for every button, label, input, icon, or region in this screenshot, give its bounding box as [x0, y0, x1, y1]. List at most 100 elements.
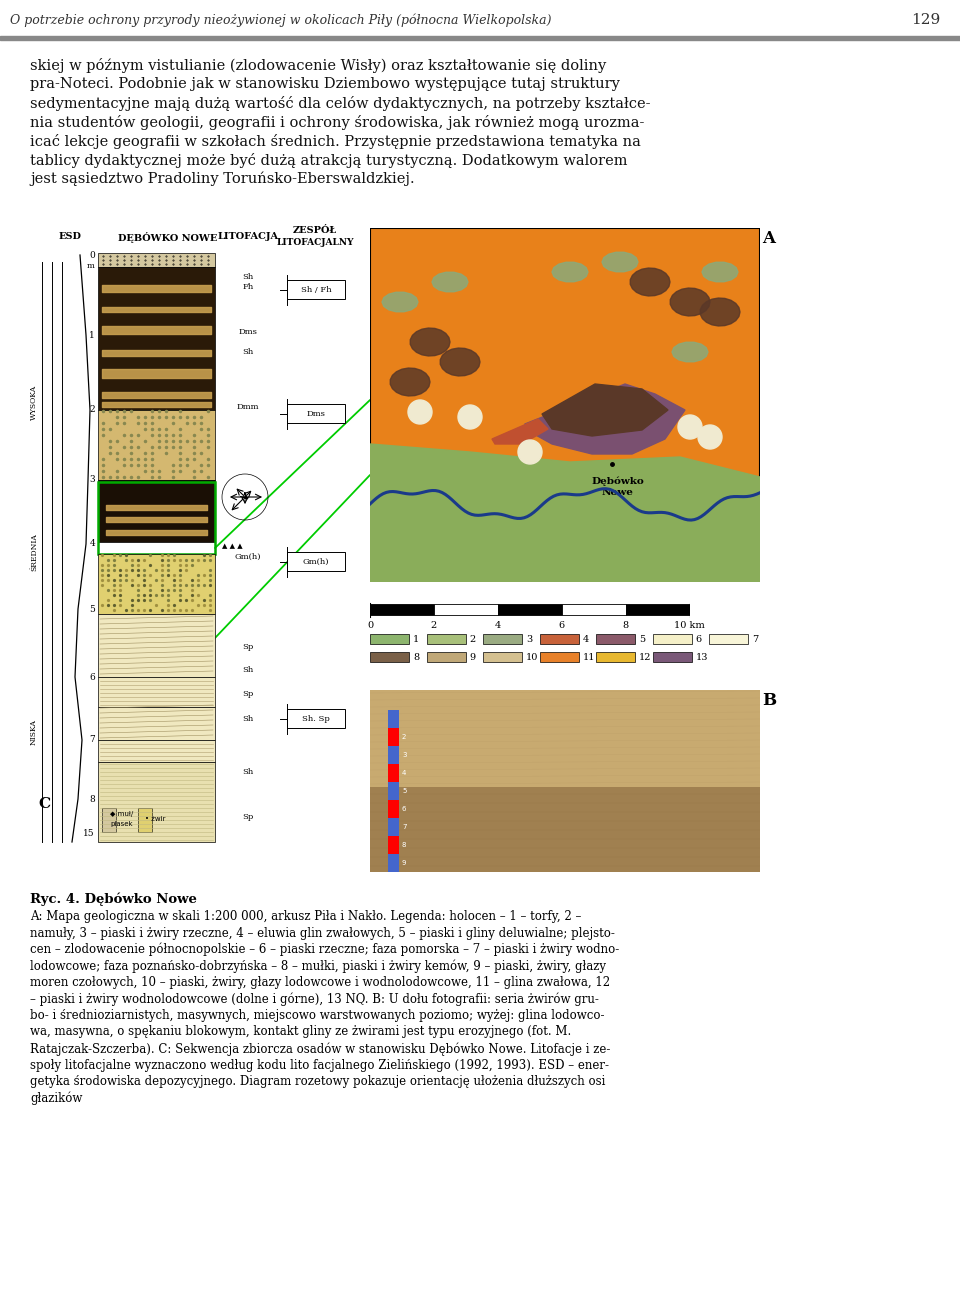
Text: O potrzebie ochrony przyrody nieożywionej w okolicach Piły (północna Wielkopolsk: O potrzebie ochrony przyrody nieożywione…: [10, 13, 551, 26]
Text: nia studentów geologii, geografii i ochrony środowiska, jak również mogą urozma-: nia studentów geologii, geografii i ochr…: [30, 116, 644, 130]
Text: 8: 8: [623, 622, 629, 631]
Text: m: m: [87, 261, 95, 269]
Bar: [388, 746, 399, 763]
Text: 15: 15: [84, 829, 95, 838]
Text: Ryc. 4. Dębówko Nowe: Ryc. 4. Dębówko Nowe: [30, 894, 197, 907]
Bar: [709, 633, 748, 644]
Text: cen – zlodowacenie północnopolskie – 6 – piaski rzeczne; faza pomorska – 7 – pia: cen – zlodowacenie północnopolskie – 6 –…: [30, 943, 619, 957]
Text: Sh: Sh: [242, 348, 253, 356]
Text: A: A: [762, 230, 775, 247]
Text: 1: 1: [413, 635, 420, 644]
Text: Sh
Fh: Sh Fh: [242, 273, 253, 290]
Text: ŚREDNIA: ŚREDNIA: [30, 533, 38, 572]
Bar: [138, 808, 152, 832]
Text: LITOFACJALNY: LITOFACJALNY: [276, 238, 353, 247]
Text: Sh: Sh: [242, 715, 253, 723]
Polygon shape: [492, 419, 548, 444]
Text: Sh / Fh: Sh / Fh: [300, 286, 331, 294]
Text: skiej w późnym vistulianie (zlodowacenie Wisły) oraz kształtowanie się doliny: skiej w późnym vistulianie (zlodowacenie…: [30, 58, 607, 74]
Text: 4: 4: [583, 635, 588, 644]
Bar: [434, 603, 498, 615]
Text: NISKA: NISKA: [30, 719, 38, 745]
Text: 4: 4: [402, 770, 406, 777]
Bar: [98, 555, 215, 614]
Bar: [653, 633, 692, 644]
Bar: [388, 763, 399, 782]
Text: Sp: Sp: [242, 690, 253, 698]
Bar: [596, 652, 636, 662]
Text: ▲ ▲ ▲: ▲ ▲ ▲: [222, 543, 243, 549]
Bar: [388, 800, 399, 819]
Polygon shape: [441, 348, 480, 376]
Text: A: Mapa geologiczna w skali 1:200 000, arkusz Piła i Nakło. Legenda: holocen – 1: A: Mapa geologiczna w skali 1:200 000, a…: [30, 911, 582, 922]
Text: 4: 4: [89, 540, 95, 548]
Text: 6: 6: [559, 622, 564, 631]
Bar: [426, 652, 466, 662]
Text: Ratajczak-Szczerba). C: Sekwencja zbiorcza osadów w stanowisku Dębówko Nowe. Lit: Ratajczak-Szczerba). C: Sekwencja zbiorc…: [30, 1042, 611, 1055]
Polygon shape: [525, 384, 685, 455]
Text: jest sąsiedztwo Pradoliny Toruńsko-Eberswaldzkiej.: jest sąsiedztwo Pradoliny Toruńsko-Ebers…: [30, 172, 415, 187]
Circle shape: [698, 424, 722, 449]
Bar: [98, 614, 215, 677]
Bar: [596, 633, 636, 644]
Text: 8: 8: [413, 653, 419, 661]
Polygon shape: [672, 342, 708, 361]
Polygon shape: [382, 292, 418, 311]
Text: Gm(h): Gm(h): [302, 558, 329, 566]
Text: DĘBÓWKO NOWE: DĘBÓWKO NOWE: [118, 233, 218, 243]
Text: Sh. Sp: Sh. Sp: [302, 715, 330, 723]
Text: Dms: Dms: [306, 410, 325, 418]
Bar: [98, 677, 215, 707]
Polygon shape: [552, 263, 588, 281]
Bar: [98, 410, 215, 480]
Polygon shape: [391, 368, 430, 396]
Bar: [388, 782, 399, 800]
Text: C: C: [38, 798, 50, 811]
Polygon shape: [432, 272, 468, 292]
Text: LITOFACJA: LITOFACJA: [217, 233, 278, 240]
Bar: [98, 480, 215, 541]
Text: bo- i średnioziarnistych, masywnych, miejscowo warstwowanych poziomo; wyżej: gli: bo- i średnioziarnistych, masywnych, mie…: [30, 1009, 605, 1022]
Bar: [98, 482, 215, 555]
Text: 6: 6: [89, 673, 95, 682]
FancyBboxPatch shape: [287, 710, 345, 728]
Polygon shape: [542, 384, 668, 436]
Bar: [98, 740, 215, 762]
Text: 129: 129: [911, 13, 940, 28]
Bar: [102, 808, 116, 832]
Polygon shape: [410, 328, 450, 356]
Polygon shape: [631, 268, 670, 296]
Text: 7: 7: [402, 824, 406, 830]
Text: ESD: ESD: [59, 233, 82, 240]
Bar: [540, 652, 579, 662]
Text: 2: 2: [431, 622, 437, 631]
Bar: [388, 854, 399, 872]
Text: 6: 6: [402, 805, 406, 812]
Text: 3: 3: [89, 476, 95, 485]
Text: sedymentacyjne mają dużą wartość dla celów dydaktycznych, na potrzeby kształce-: sedymentacyjne mają dużą wartość dla cel…: [30, 96, 651, 110]
Bar: [562, 603, 626, 615]
Circle shape: [518, 440, 542, 464]
Circle shape: [458, 405, 482, 428]
Circle shape: [678, 415, 702, 439]
Text: 0: 0: [367, 622, 373, 631]
Text: 9: 9: [469, 653, 475, 661]
Text: Sp: Sp: [242, 643, 253, 650]
Text: 6: 6: [696, 635, 702, 644]
Text: wa, masywna, o spękaniu blokowym, kontakt gliny ze żwirami jest typu erozyjnego : wa, masywna, o spękaniu blokowym, kontak…: [30, 1025, 571, 1038]
Polygon shape: [700, 298, 740, 326]
Text: 5: 5: [402, 788, 406, 794]
Bar: [0, 35, 960, 38]
Text: społy litofacjalne wyznaczono według kodu lito facjalnego Zielińskiego (1992, 19: społy litofacjalne wyznaczono według kod…: [30, 1059, 609, 1071]
Text: B: B: [762, 692, 776, 710]
Text: 10 km: 10 km: [675, 622, 706, 631]
Bar: [388, 819, 399, 836]
Text: 13: 13: [696, 653, 708, 661]
Circle shape: [408, 399, 432, 424]
Polygon shape: [670, 288, 710, 315]
Bar: [370, 787, 760, 872]
Text: 12: 12: [639, 653, 652, 661]
Text: getyka środowiska depozycyjnego. Diagram rozetowy pokazuje orientację ułożenia d: getyka środowiska depozycyjnego. Diagram…: [30, 1075, 606, 1088]
Text: piasek: piasek: [110, 821, 132, 827]
FancyBboxPatch shape: [287, 403, 345, 423]
